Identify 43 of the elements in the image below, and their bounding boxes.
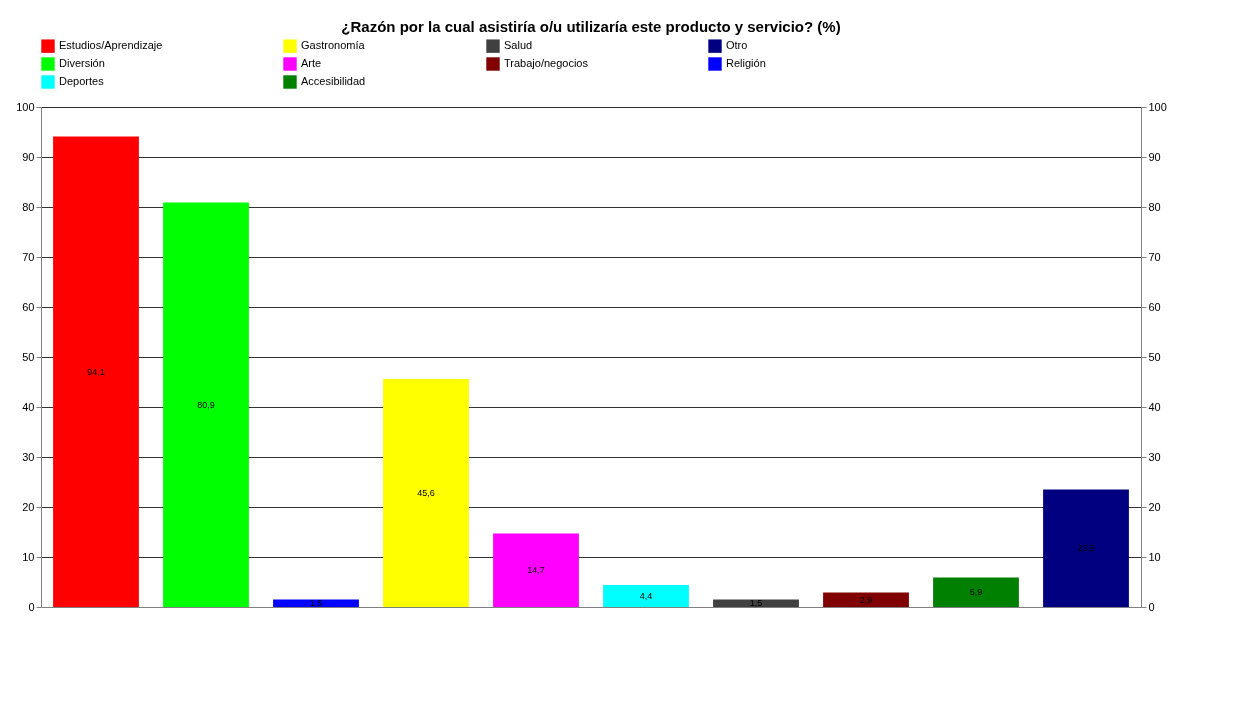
data-label: 94,1 — [87, 366, 105, 377]
y2-tick-label: 80 — [1148, 200, 1161, 213]
y2-tick-label: 70 — [1148, 250, 1161, 263]
y-tick-label: 70 — [22, 250, 35, 263]
y2-tick-label: 60 — [1148, 300, 1161, 313]
y-tick-label: 50 — [22, 350, 35, 363]
data-label: 4,4 — [639, 591, 653, 601]
data-label: 1,5 — [749, 598, 763, 609]
legend-label: Arte — [301, 57, 322, 69]
y-tick-label: 30 — [22, 450, 35, 463]
legend-label: Diversión — [59, 57, 105, 69]
y2-tick-label: 20 — [1148, 500, 1161, 513]
y-tick-label: 20 — [22, 500, 35, 513]
data-label: 1,5 — [309, 598, 323, 609]
legend-label: Gastronomía — [301, 39, 366, 52]
y-tick-label: 60 — [22, 300, 35, 313]
y-tick-label: 40 — [22, 400, 35, 413]
legend-label: Trabajo/negocios — [504, 57, 589, 69]
y-tick-label: 100 — [16, 100, 35, 113]
data-label: 5,9 — [969, 587, 983, 598]
y-tick-label: 0 — [28, 600, 35, 613]
y2-tick-label: 40 — [1148, 400, 1161, 413]
data-label: 2,9 — [859, 594, 873, 605]
y2-tick-label: 100 — [1148, 100, 1167, 113]
legend-label: Accesibilidad — [301, 75, 366, 87]
data-label: 80,9 — [197, 399, 215, 410]
y-tick-label: 80 — [22, 200, 35, 213]
legend-label: Salud — [504, 39, 533, 52]
data-label: 14,7 — [527, 565, 545, 576]
legend-label: Estudios/Aprendizaje — [59, 39, 163, 52]
y2-tick-label: 0 — [1148, 600, 1155, 613]
y2-tick-label: 30 — [1148, 450, 1161, 463]
data-label: 45,6 — [417, 488, 435, 498]
chart-title: ¿Razón por la cual asistiría o/u utilizaría este producto y servicio? (%) — [341, 18, 841, 35]
data-label: 23,5 — [1077, 543, 1095, 554]
y2-tick-label: 50 — [1148, 350, 1161, 363]
y2-tick-label: 10 — [1148, 550, 1161, 563]
legend-label: Religión — [726, 57, 766, 69]
legend-label: Otro — [726, 39, 748, 52]
y2-tick-label: 90 — [1148, 150, 1161, 163]
y-tick-label: 10 — [22, 550, 35, 563]
legend-label: Deportes — [59, 75, 105, 87]
y-tick-label: 90 — [22, 150, 35, 163]
